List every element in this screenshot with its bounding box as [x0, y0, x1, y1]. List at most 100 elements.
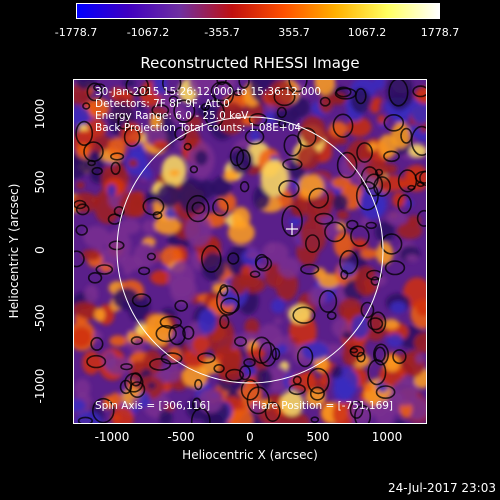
contour-line [319, 96, 331, 107]
contour-line [91, 166, 103, 176]
contour-line [383, 113, 405, 132]
emission-blob [152, 79, 168, 96]
contour-line [75, 224, 88, 236]
contour-line [93, 83, 106, 92]
contour-line [310, 416, 320, 424]
emission-blob [278, 257, 301, 278]
contour-line [238, 79, 250, 89]
contour-line [183, 142, 192, 151]
contour-line [392, 349, 407, 365]
contour-line [400, 127, 413, 144]
emission-blob [118, 191, 146, 218]
contour-line [360, 301, 375, 319]
contour-line [297, 127, 317, 148]
contour-line [137, 266, 151, 276]
emission-blob [73, 106, 91, 126]
emission-blob [265, 366, 290, 393]
contour-line [219, 314, 230, 329]
emission-blob [73, 398, 86, 413]
emission-blob [328, 92, 347, 105]
contour-line [384, 260, 406, 276]
emission-blob [404, 350, 426, 377]
contour-line [216, 285, 240, 316]
emission-blob [81, 249, 101, 261]
contour-line [129, 372, 142, 387]
emission-blob [198, 308, 217, 334]
contour-line [120, 363, 133, 371]
contour-line [255, 256, 273, 272]
emission-blob [264, 110, 277, 124]
emission-blob [154, 216, 181, 235]
contour-line [318, 289, 338, 313]
emission-blob [90, 196, 101, 204]
emission-blob [314, 79, 336, 96]
info-line-detectors: Detectors: 7F 8F 9F, Att 0 [95, 98, 230, 110]
contour-line [249, 270, 261, 278]
emission-blob [194, 150, 208, 166]
contour-line [75, 203, 90, 216]
x-tick-label: -1000 [94, 430, 130, 444]
emission-blob [105, 357, 133, 375]
x-tick-label: 0 [246, 430, 254, 444]
emission-blob [106, 183, 117, 197]
contour-line [372, 343, 389, 366]
y-tick-label: 0 [33, 246, 47, 254]
contour-line [340, 269, 349, 280]
emission-blob [94, 308, 106, 322]
emission-blob [354, 266, 378, 297]
contour-line [388, 79, 409, 107]
contour-line [197, 352, 216, 364]
emission-blob [128, 158, 138, 168]
emission-blob [111, 406, 134, 424]
emission-blob [147, 382, 156, 390]
emission-blob [319, 373, 330, 387]
contour-line [236, 149, 251, 170]
emission-blob [76, 143, 90, 159]
emission-blob [158, 409, 173, 424]
contour-line [117, 114, 129, 130]
emission-blob [318, 273, 340, 288]
contour-line [367, 317, 384, 331]
emission-blob [163, 362, 181, 383]
contour-line [113, 206, 125, 217]
contour-line [309, 386, 325, 401]
contour-line [160, 352, 183, 365]
emission-blob [367, 141, 378, 152]
contour-line [292, 306, 316, 324]
contour-line [213, 363, 225, 374]
contour-line [332, 113, 354, 138]
contour-line [412, 85, 427, 98]
emission-blob [164, 207, 177, 219]
emission-blob [237, 273, 261, 289]
emission-blob [127, 331, 136, 343]
contour-line [110, 161, 121, 176]
emission-blob [139, 167, 153, 181]
contour-line [83, 141, 104, 163]
contour-line [142, 197, 165, 216]
contour-line [314, 212, 334, 225]
contour-line [219, 284, 229, 297]
emission-blob [73, 301, 98, 318]
plot-title: Reconstructed RHESSI Image [140, 54, 360, 72]
contour-line [307, 367, 330, 395]
emission-blob [86, 97, 110, 118]
contour-line [354, 87, 367, 105]
emission-blob [392, 379, 418, 406]
emission-blob [308, 286, 327, 306]
rhessi-image [73, 79, 427, 424]
colorbar-tick: 1067.2 [347, 26, 387, 39]
emission-blob [369, 101, 381, 114]
emission-blob [386, 210, 408, 226]
contour-line [326, 311, 337, 320]
contour-line [86, 354, 107, 369]
emission-blob [273, 318, 283, 325]
emission-blob [337, 298, 363, 322]
emission-blob [82, 350, 101, 375]
contour-line [151, 104, 170, 117]
emission-blob [346, 117, 372, 137]
emission-blob [336, 210, 349, 220]
emission-blob [376, 242, 394, 265]
contour-line [162, 79, 182, 94]
contour-line [190, 407, 211, 424]
emission-blob [198, 388, 224, 413]
